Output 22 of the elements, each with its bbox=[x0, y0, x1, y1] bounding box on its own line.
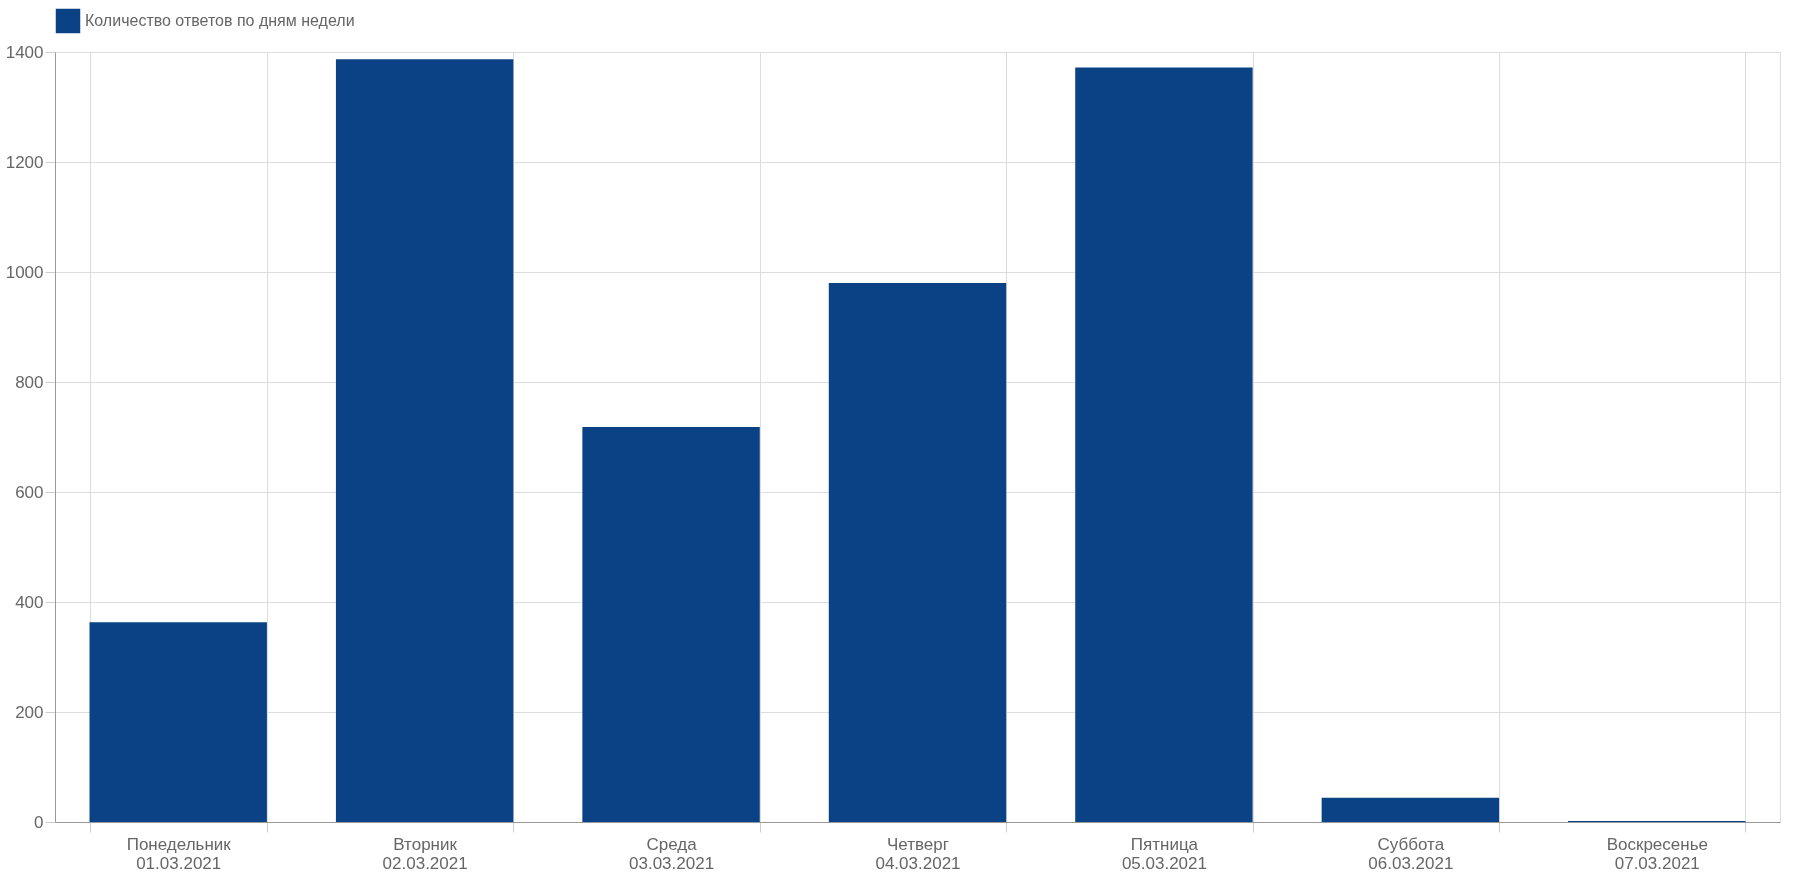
x-tick-label: Воскресенье 07.03.2021 bbox=[1606, 834, 1708, 873]
bar bbox=[828, 283, 1007, 822]
bar bbox=[1321, 797, 1500, 822]
y-tick-label: 400 bbox=[15, 592, 44, 612]
x-tick-label: Пятница 05.03.2021 bbox=[1121, 834, 1207, 873]
x-tick-label: Вторник 02.03.2021 bbox=[382, 834, 468, 873]
bar bbox=[582, 427, 760, 822]
y-tick-label: 1000 bbox=[5, 262, 44, 282]
x-tick-label: Суббота 06.03.2021 bbox=[1368, 834, 1454, 873]
x-tick-label: Понедельник 01.03.2021 bbox=[126, 834, 232, 873]
y-tick-label: 1200 bbox=[5, 152, 44, 172]
bar bbox=[335, 59, 514, 822]
bar bbox=[1075, 67, 1253, 822]
y-tick-label: 600 bbox=[15, 482, 44, 502]
y-tick-label: 800 bbox=[15, 372, 44, 392]
y-tick-label: 0 bbox=[34, 812, 44, 832]
legend-label: Количество ответов по дням недели bbox=[85, 12, 355, 29]
y-tick-label: 200 bbox=[15, 702, 44, 722]
bar bbox=[89, 622, 267, 822]
x-tick-label: Среда 03.03.2021 bbox=[629, 834, 715, 873]
x-tick-label: Четверг 04.03.2021 bbox=[875, 834, 961, 873]
y-tick-label: 1400 bbox=[5, 42, 44, 62]
